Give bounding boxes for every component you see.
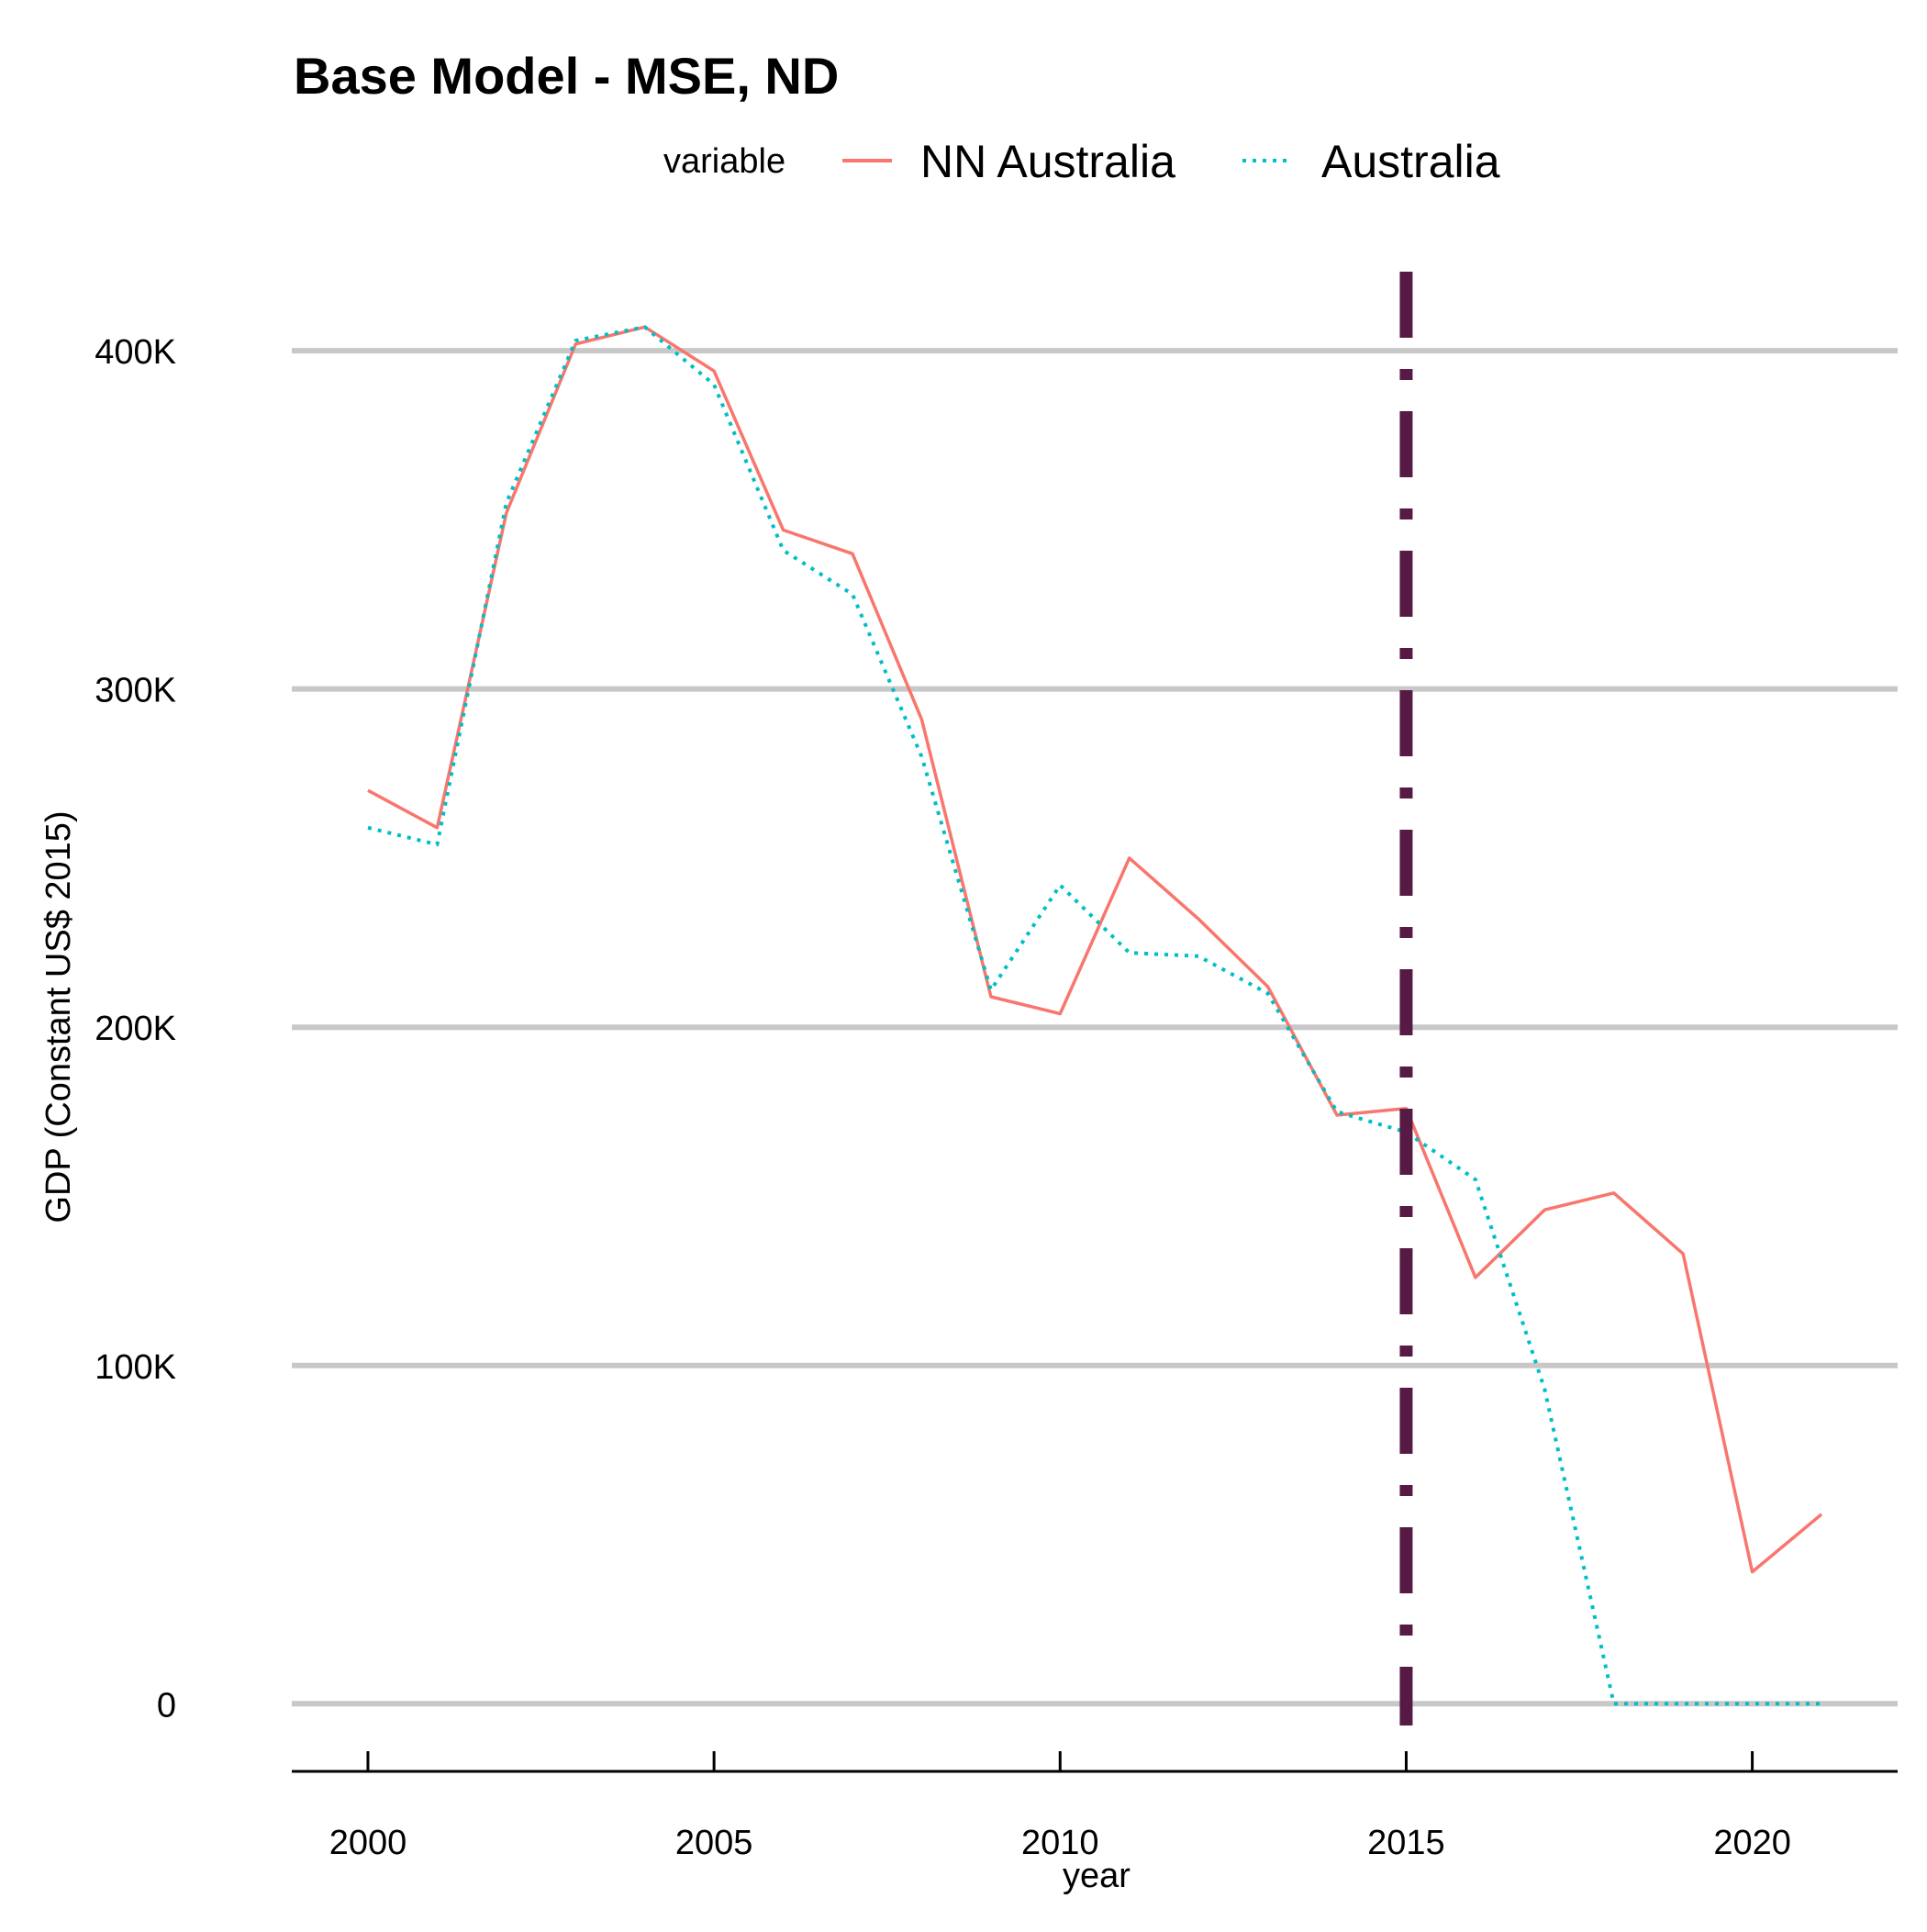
- y-tick-label: 200K: [95, 1010, 176, 1048]
- series-line-australia: [367, 325, 1821, 1706]
- x-tick-label: 2020: [1713, 1824, 1791, 1862]
- legend-label-nn-australia: NN Australia: [920, 136, 1175, 187]
- y-tick-label: 100K: [95, 1348, 176, 1387]
- x-tick-label: 2000: [329, 1824, 407, 1862]
- x-tick-label: 2010: [1021, 1824, 1099, 1862]
- legend-label-australia: Australia: [1321, 136, 1500, 187]
- y-tick-label: 400K: [95, 333, 176, 372]
- chart-title: Base Model - MSE, ND: [294, 47, 839, 105]
- series-layer: [367, 325, 1823, 1706]
- y-tick-label: 0: [157, 1686, 176, 1725]
- grid-layer: [292, 348, 1898, 1707]
- y-tick-label: 300K: [95, 672, 176, 710]
- x-axis: 2000 2005 2010 2015 2020: [292, 1751, 1898, 1862]
- legend: variable NN Australia Australia: [663, 136, 1500, 187]
- series-line-nn-australia: [367, 325, 1823, 1574]
- x-tick-label: 2005: [675, 1824, 753, 1862]
- x-tick-label: 2015: [1367, 1824, 1445, 1862]
- legend-title: variable: [663, 142, 785, 181]
- y-axis-label: GDP (Constant US$ 2015): [39, 810, 78, 1223]
- y-axis-ticks: 0 100K 200K 300K 400K: [95, 333, 176, 1725]
- x-axis-label: year: [1063, 1857, 1131, 1895]
